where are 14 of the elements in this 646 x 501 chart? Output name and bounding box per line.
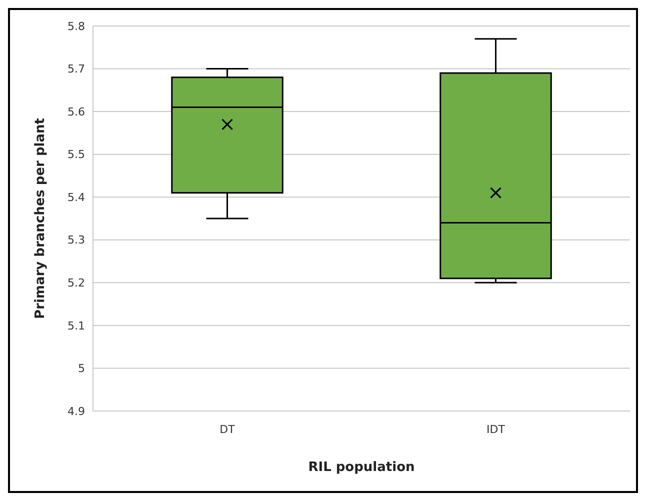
- y-tick-label: 5.2: [68, 276, 85, 290]
- y-tick-label: 5.5: [68, 148, 85, 162]
- y-tick-label: 5.8: [68, 20, 85, 33]
- x-axis-title: RIL population: [308, 460, 415, 475]
- y-tick-label: 5.7: [68, 62, 85, 76]
- y-tick-label: 5: [78, 362, 85, 376]
- y-tick-label: 5.1: [68, 319, 85, 332]
- y-tick-label: 4.9: [68, 404, 85, 418]
- y-tick-label: 5.6: [68, 105, 85, 118]
- y-tick-label: 5.3: [68, 234, 85, 247]
- y-tick-label: 5.4: [68, 190, 85, 204]
- y-axis-title: Primary branches per plant: [33, 118, 48, 319]
- x-tick-label: IDT: [486, 423, 506, 436]
- x-tick-label: DT: [220, 423, 236, 436]
